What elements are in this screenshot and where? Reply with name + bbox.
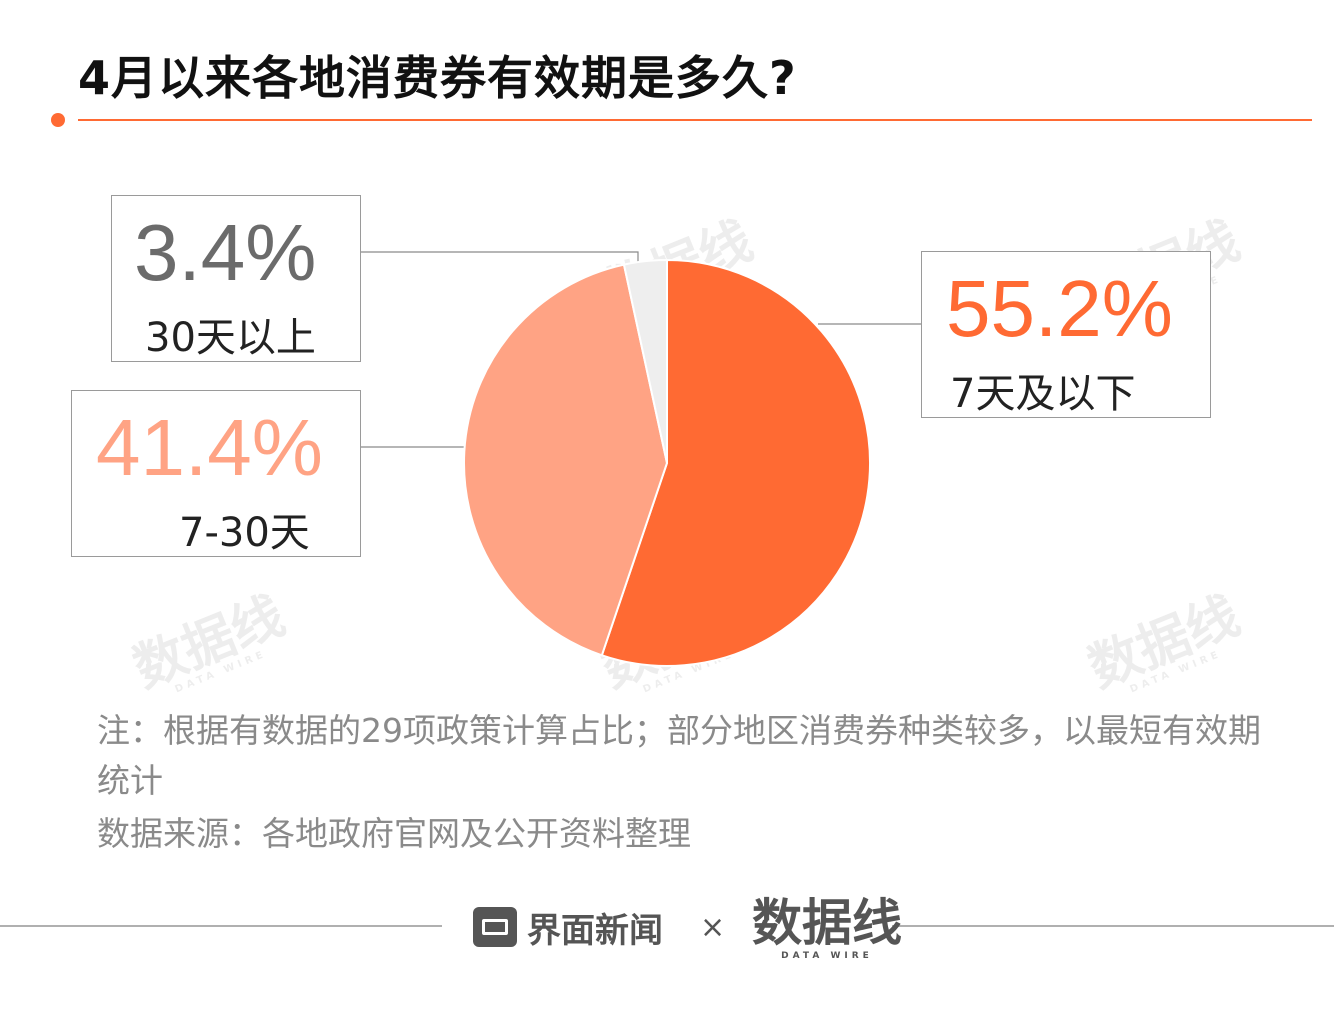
slice-category-label: 30天以上	[145, 315, 316, 361]
jiemian-logo-icon	[473, 907, 517, 947]
slice-category-label: 7天及以下	[950, 371, 1136, 417]
slice-category-label: 7-30天	[179, 510, 310, 556]
page-title: 4月以来各地消费券有效期是多久?	[78, 51, 797, 105]
pie-slice-7-or-less	[600, 258, 871, 667]
source-text: 数据来源：各地政府官网及公开资料整理	[97, 814, 691, 853]
title-divider	[78, 119, 1312, 121]
data-wire-subtitle: DATA WIRE	[781, 951, 873, 961]
brand-jiemian: 界面新闻	[473, 904, 663, 951]
slice-value-label: 41.4%	[96, 403, 323, 492]
callout-7-or-less: 55.2% 7天及以下	[921, 251, 1211, 418]
pie-slices	[463, 258, 871, 667]
times-sign: ×	[700, 910, 726, 945]
pie-slice-7-30	[463, 263, 669, 657]
slice-value-label: 3.4%	[134, 208, 317, 297]
footer-divider-left	[0, 925, 442, 927]
callout-7-30: 41.4% 7-30天	[71, 390, 361, 557]
leader-30-plus	[361, 251, 639, 266]
title-accent-dot	[51, 113, 65, 127]
data-wire-logo: 数据线	[752, 894, 902, 952]
callout-30-plus: 3.4% 30天以上	[111, 195, 361, 362]
note-text: 注：根据有数据的29项政策计算占比；部分地区消费券种类较多，以最短有效期统计	[97, 711, 1261, 800]
brand-jiemian-text: 界面新闻	[527, 910, 663, 951]
footer-divider-right	[892, 925, 1334, 927]
brand-data-wire: 数据线 DATA WIRE	[752, 895, 902, 961]
slice-value-label: 55.2%	[946, 264, 1173, 353]
pie-slice-30-plus	[622, 258, 668, 464]
notes: 注：根据有数据的29项政策计算占比；部分地区消费券种类较多，以最短有效期统计 数…	[97, 706, 1287, 862]
